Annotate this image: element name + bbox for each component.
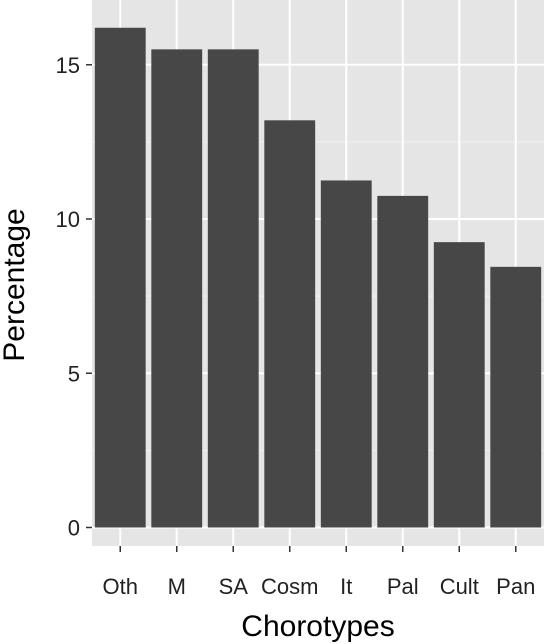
x-tick-label: Pal	[387, 574, 419, 599]
bar-it	[320, 180, 372, 528]
bar-cosm	[264, 120, 316, 528]
y-axis-title: Percentage	[0, 208, 31, 361]
x-tick-label: Oth	[103, 574, 138, 599]
bar-m	[151, 49, 203, 528]
x-tick-label: Cosm	[261, 574, 318, 599]
x-tick-label: It	[340, 574, 352, 599]
x-tick-label: Pan	[496, 574, 535, 599]
bar-sa	[207, 49, 259, 528]
bar-cult	[433, 242, 485, 528]
x-tick-label: SA	[219, 574, 249, 599]
x-axis-title: Chorotypes	[241, 610, 394, 643]
y-tick-label: 5	[68, 361, 80, 386]
bar-oth	[94, 27, 146, 528]
y-axis: 0 5 10 15	[56, 53, 92, 540]
y-tick-label: 0	[68, 515, 80, 540]
y-tick-label: 15	[56, 53, 80, 78]
x-axis: Oth M SA Cosm It Pal Cult Pan	[103, 546, 535, 599]
bar-pan	[490, 266, 542, 528]
bar-pal	[377, 195, 429, 528]
x-tick-label: Cult	[440, 574, 479, 599]
x-tick-label: M	[168, 574, 186, 599]
bars	[94, 27, 542, 528]
y-tick-label: 10	[56, 207, 80, 232]
